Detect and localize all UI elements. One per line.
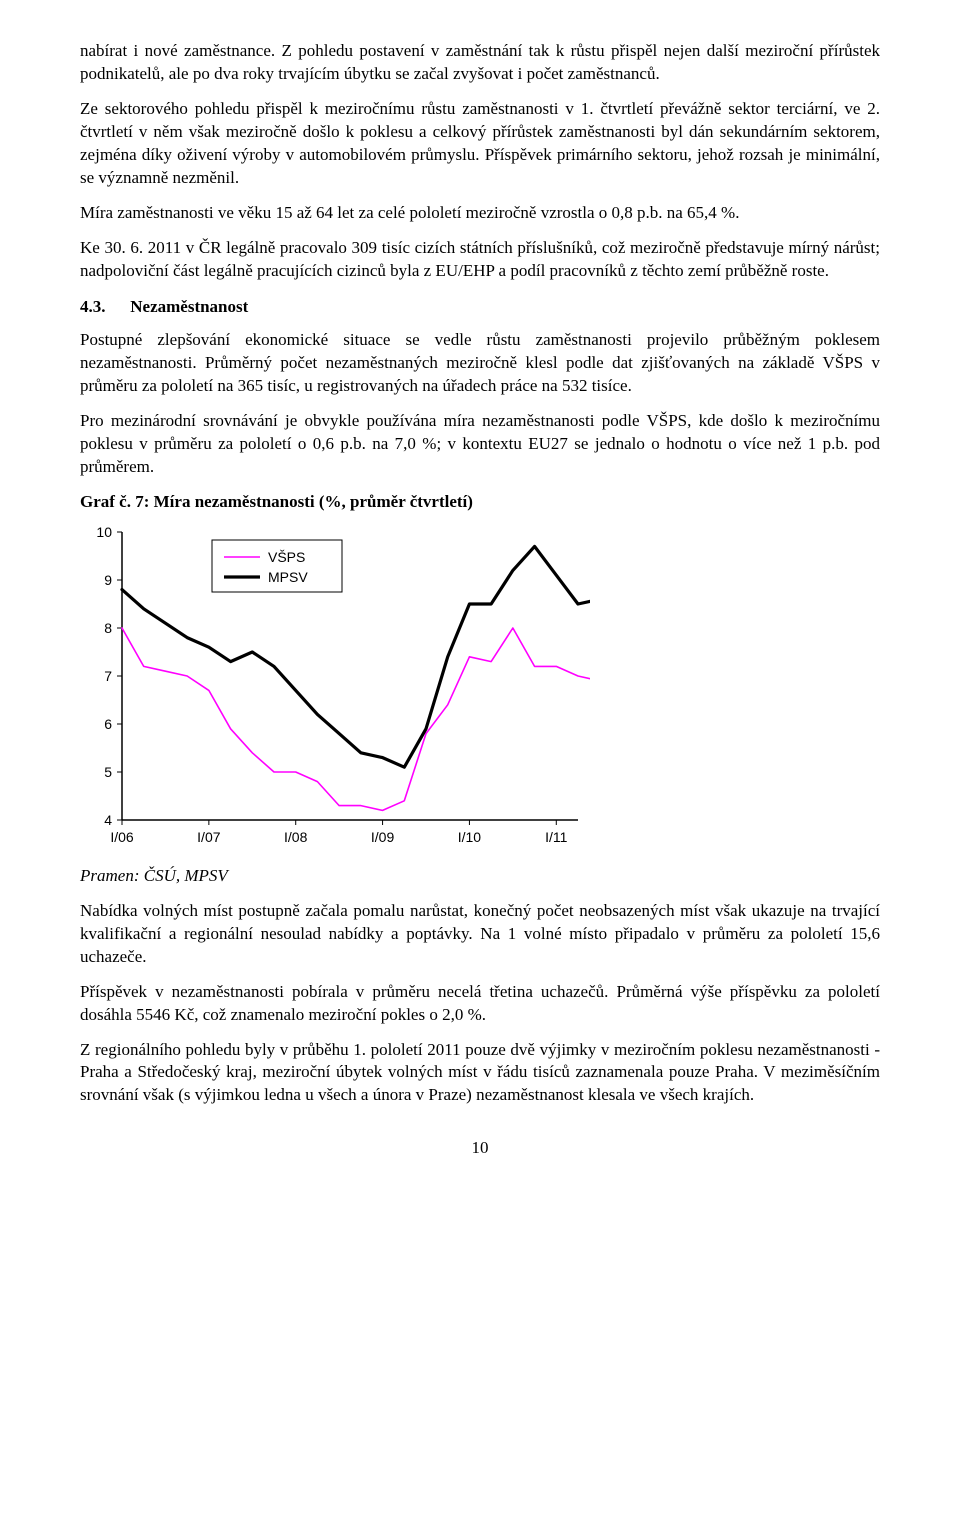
- paragraph: nabírat i nové zaměstnance. Z pohledu po…: [80, 40, 880, 86]
- paragraph: Nabídka volných míst postupně začala pom…: [80, 900, 880, 969]
- svg-text:8: 8: [104, 620, 112, 636]
- svg-text:5: 5: [104, 764, 112, 780]
- paragraph: Z regionálního pohledu byly v průběhu 1.…: [80, 1039, 880, 1108]
- svg-text:VŠPS: VŠPS: [268, 549, 305, 565]
- paragraph: Příspěvek v nezaměstnanosti pobírala v p…: [80, 981, 880, 1027]
- svg-text:7: 7: [104, 668, 112, 684]
- svg-text:I/10: I/10: [458, 829, 482, 845]
- page-number: 10: [80, 1137, 880, 1160]
- chart-title: Graf č. 7: Míra nezaměstnanosti (%, prům…: [80, 491, 880, 514]
- svg-text:I/09: I/09: [371, 829, 395, 845]
- svg-text:6: 6: [104, 716, 112, 732]
- paragraph: Ze sektorového pohledu přispěl k meziroč…: [80, 98, 880, 190]
- paragraph: Postupné zlepšování ekonomické situace s…: [80, 329, 880, 398]
- svg-text:10: 10: [96, 524, 112, 540]
- section-title: Nezaměstnanost: [130, 297, 248, 316]
- svg-text:4: 4: [104, 812, 112, 828]
- chart-source: Pramen: ČSÚ, MPSV: [80, 865, 880, 888]
- unemployment-chart: 4 5 6 7 8 9 10 I/06 I/07 I/08 I/09 I/10 I/11 VŠPS MPSV: [80, 522, 590, 859]
- paragraph: Pro mezinárodní srovnávání je obvykle po…: [80, 410, 880, 479]
- svg-text:I/08: I/08: [284, 829, 308, 845]
- section-heading: 4.3. Nezaměstnanost: [80, 296, 880, 319]
- svg-text:I/06: I/06: [110, 829, 134, 845]
- section-number: 4.3.: [80, 296, 126, 319]
- line-chart-svg: 4 5 6 7 8 9 10 I/06 I/07 I/08 I/09 I/10 I/11 VŠPS MPSV: [80, 522, 590, 852]
- paragraph: Míra zaměstnanosti ve věku 15 až 64 let …: [80, 202, 880, 225]
- svg-text:9: 9: [104, 572, 112, 588]
- svg-text:I/07: I/07: [197, 829, 221, 845]
- document-page: nabírat i nové zaměstnance. Z pohledu po…: [40, 0, 920, 1190]
- svg-text:I/11: I/11: [545, 829, 568, 845]
- svg-text:MPSV: MPSV: [268, 569, 308, 585]
- paragraph: Ke 30. 6. 2011 v ČR legálně pracovalo 30…: [80, 237, 880, 283]
